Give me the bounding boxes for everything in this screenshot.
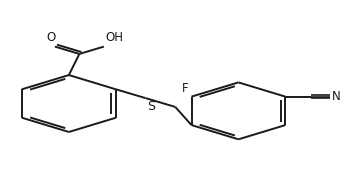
Text: S: S	[147, 100, 155, 113]
Text: F: F	[181, 82, 188, 95]
Text: O: O	[47, 31, 56, 44]
Text: OH: OH	[106, 31, 124, 44]
Text: N: N	[331, 90, 340, 103]
